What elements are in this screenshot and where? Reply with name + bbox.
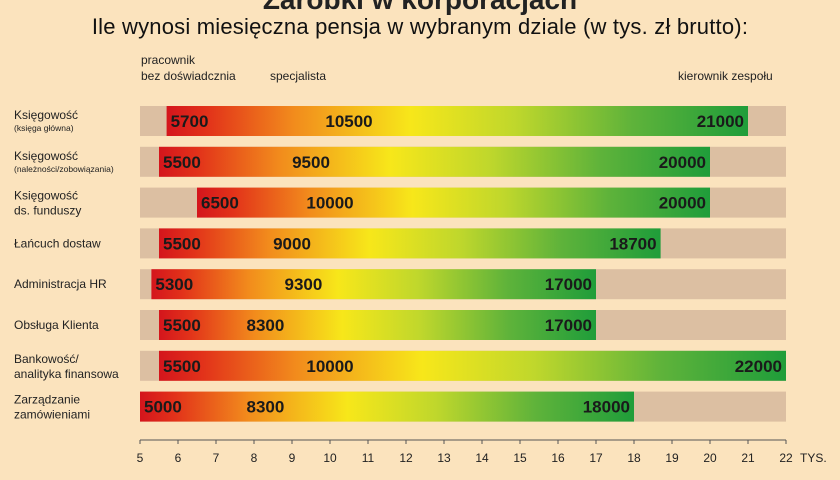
salary-range-bar xyxy=(140,391,634,422)
x-tick-label: 13 xyxy=(437,451,451,465)
salary-range-bar xyxy=(159,146,710,177)
min-value-label: 5000 xyxy=(144,398,182,417)
level-label-junior-line2: bez doświadcznia xyxy=(141,69,236,83)
category-sublabel: ds. funduszy xyxy=(14,204,81,218)
category-label: Księgowość xyxy=(14,189,78,203)
x-tick-label: 7 xyxy=(213,451,220,465)
chart-row: Administracja HR 5300 9300 17000 xyxy=(14,269,786,300)
category-label: Administracja HR xyxy=(14,277,107,291)
x-tick-label: 9 xyxy=(289,451,296,465)
max-value-label: 22000 xyxy=(735,357,782,376)
min-value-label: 5500 xyxy=(163,153,201,172)
category-sublabel: (należności/zobowiązania) xyxy=(14,164,114,174)
min-value-label: 5700 xyxy=(171,112,209,131)
level-label-specialist: specjalista xyxy=(270,69,326,83)
chart-row: Obsługa Klienta 5500 8300 17000 xyxy=(14,310,786,340)
x-tick-label: 11 xyxy=(362,451,375,465)
chart-subtitle: Ile wynosi miesięczna pensja w wybranym … xyxy=(91,14,749,39)
category-label: Łańcuch dostaw xyxy=(14,236,101,250)
x-tick-label: 12 xyxy=(399,451,413,465)
min-value-label: 5300 xyxy=(155,275,193,294)
x-tick-label: 22 xyxy=(779,451,793,465)
x-tick-label: 16 xyxy=(551,451,565,465)
mid-value-label: 9300 xyxy=(284,275,322,294)
chart-row: Łańcuch dostaw 5500 9000 18700 xyxy=(14,228,786,259)
mid-value-label: 9500 xyxy=(292,153,330,172)
chart-top-title: Zarobki w korporacjach xyxy=(0,0,840,16)
x-tick-label: 10 xyxy=(323,451,337,465)
category-label: Obsługa Klienta xyxy=(14,318,99,332)
x-axis: 5 6 7 8 9 10 11 12 13 14 15 16 17 18 19 20 21 22 TYS. xyxy=(137,439,827,465)
x-tick-label: 18 xyxy=(627,451,641,465)
x-tick-label: 21 xyxy=(741,451,755,465)
max-value-label: 17000 xyxy=(545,275,592,294)
category-sublabel: zamówieniami xyxy=(14,408,90,422)
category-label: Zarządzanie xyxy=(14,393,80,407)
category-sublabel: (księga główna) xyxy=(14,123,74,133)
min-value-label: 5500 xyxy=(163,357,201,376)
mid-value-label: 10000 xyxy=(306,194,353,213)
salary-range-bar xyxy=(166,106,749,136)
salary-range-bar xyxy=(197,187,710,218)
level-label-manager: kierownik zespołu xyxy=(678,69,773,83)
min-value-label: 5500 xyxy=(163,234,201,253)
x-tick-label: 14 xyxy=(475,451,489,465)
chart-row: Księgowość(należności/zobowiązania) 5500 9… xyxy=(14,146,786,177)
category-label: Księgowość xyxy=(14,108,78,122)
salary-range-bar xyxy=(151,269,596,300)
mid-value-label: 8300 xyxy=(246,316,284,335)
salary-range-bar xyxy=(159,350,786,381)
x-tick-label: 8 xyxy=(251,451,258,465)
max-value-label: 20000 xyxy=(659,194,706,213)
x-tick-label: 17 xyxy=(589,451,603,465)
mid-value-label: 8300 xyxy=(246,398,284,417)
x-tick-label: 19 xyxy=(665,451,679,465)
max-value-label: 21000 xyxy=(697,112,744,131)
salary-range-bar xyxy=(159,228,661,259)
x-tick-label: 5 xyxy=(137,451,144,465)
max-value-label: 20000 xyxy=(659,153,706,172)
category-sublabel: analityka finansowa xyxy=(14,367,119,381)
category-label: Księgowość xyxy=(14,149,78,163)
category-label: Bankowość/ xyxy=(14,352,79,366)
x-tick-label: 15 xyxy=(513,451,527,465)
x-tick-label: 6 xyxy=(175,451,182,465)
max-value-label: 17000 xyxy=(545,316,592,335)
rows-layer: Księgowość(księga główna) 5700 10500 21000K… xyxy=(14,106,786,422)
max-value-label: 18000 xyxy=(583,398,630,417)
level-label-junior-line1: pracownik xyxy=(141,53,196,67)
min-value-label: 5500 xyxy=(163,316,201,335)
mid-value-label: 9000 xyxy=(273,234,311,253)
chart-row: Bankowość/analityka finansowa 5500 10000 22… xyxy=(14,350,786,381)
chart-row: Księgowość(księga główna) 5700 10500 21000 xyxy=(14,106,786,136)
x-tick-label: 20 xyxy=(703,451,717,465)
salary-range-bar xyxy=(159,310,596,340)
mid-value-label: 10000 xyxy=(306,357,353,376)
mid-value-label: 10500 xyxy=(325,112,372,131)
min-value-label: 6500 xyxy=(201,194,239,213)
x-axis-unit-label: TYS. xyxy=(800,451,827,465)
max-value-label: 18700 xyxy=(609,234,656,253)
